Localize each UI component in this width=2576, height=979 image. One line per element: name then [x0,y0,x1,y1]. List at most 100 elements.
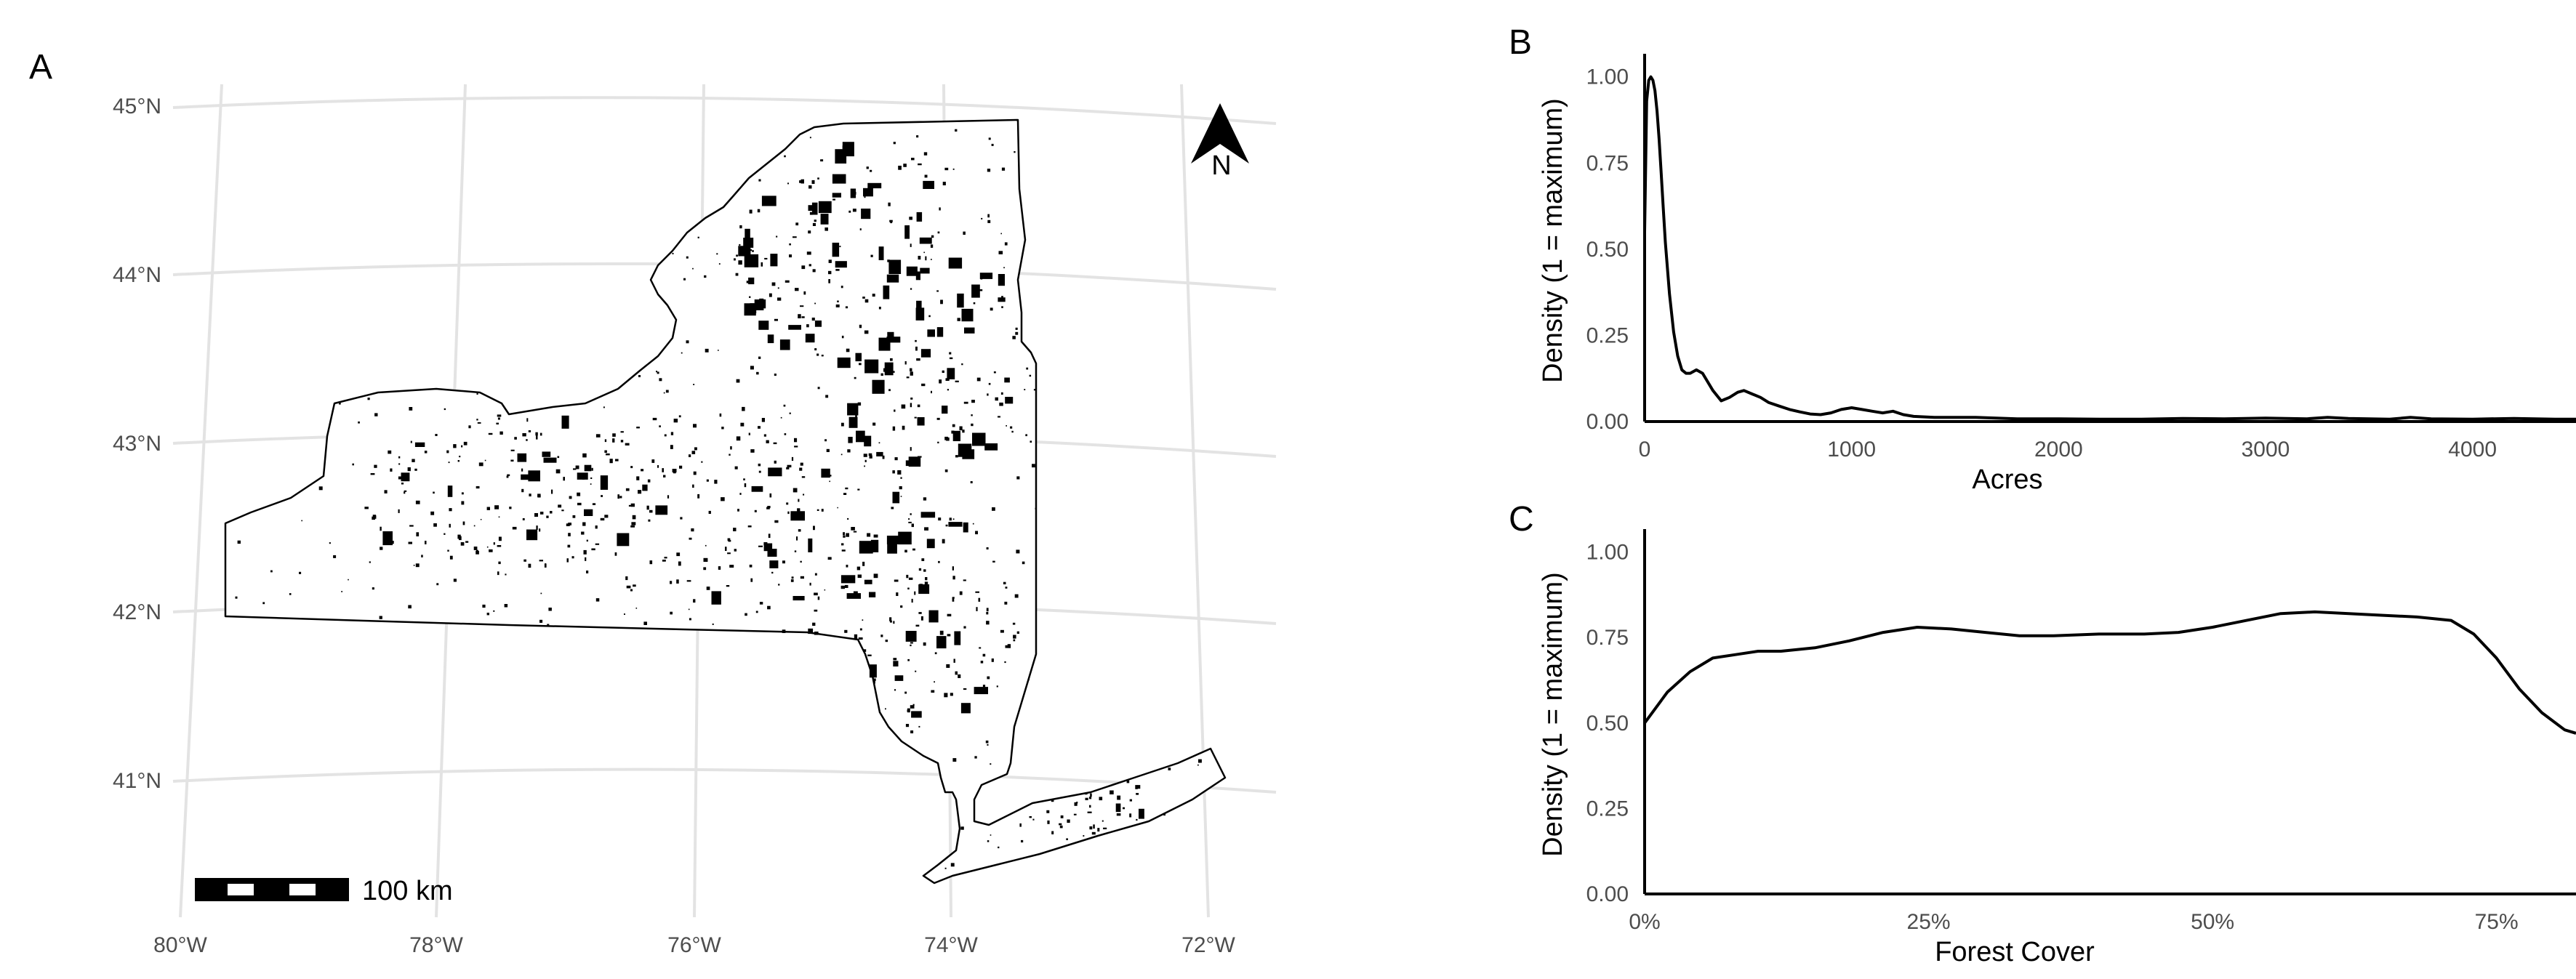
parcel [1060,815,1064,818]
parcel [1129,799,1132,802]
parcel [1032,464,1035,468]
parcel [412,459,415,462]
parcel [825,395,829,398]
parcel [960,703,971,714]
parcel [1006,425,1007,427]
parcel [734,549,737,552]
parcel [744,483,747,488]
parcel [884,362,894,376]
parcel [380,526,382,531]
parcel [526,529,538,541]
parcel [756,371,759,375]
parcel [461,445,463,448]
parcel [1046,810,1050,813]
parcel [854,376,856,379]
parcel [835,304,840,307]
parcel [817,177,819,180]
parcel [1116,813,1121,816]
parcel [488,432,493,435]
parcel [1005,397,1014,404]
parcel [876,451,883,456]
parcel [398,476,401,480]
parcel [924,581,928,585]
parcel [885,708,886,710]
parcel [763,434,766,437]
parcel [990,834,992,836]
parcel [911,158,915,161]
parcel [878,337,891,351]
parcel [497,417,500,420]
parcel [1028,679,1030,680]
parcel [1099,797,1103,801]
parcel [656,371,658,373]
parcel [1117,795,1121,800]
parcel [817,387,820,390]
parcel [446,450,449,454]
parcel [971,284,980,298]
parcel [917,417,925,426]
parcel [521,468,523,472]
parcel [878,442,880,444]
parcel [857,488,860,491]
parcel [944,436,948,440]
parcel [1016,631,1019,634]
parcel [859,228,862,230]
parcel [986,621,990,625]
parcel [459,456,461,458]
parcel [364,507,369,509]
parcel [409,407,413,411]
parcel [862,619,864,621]
parcel [904,361,907,365]
parcel [940,299,943,305]
parcel [705,348,709,352]
parcel [912,704,915,706]
parcel [906,376,910,379]
parcel [891,507,894,509]
parcel [880,634,883,637]
parcel [998,846,1000,849]
parcel [1083,835,1085,837]
parcel [987,214,990,218]
parcel [906,266,918,276]
parcel [563,477,565,481]
parcel [299,571,302,574]
protected-parcels [235,129,1202,869]
parcel [894,409,896,412]
parcel [903,164,907,167]
parcel [601,495,603,497]
parcel [999,402,1003,406]
parcel [998,416,1000,418]
parcel [573,468,577,470]
parcel [693,599,696,603]
parcel [990,307,993,311]
parcel [693,471,697,475]
parcel [872,678,876,681]
parcel [955,455,958,458]
parcel [894,675,904,681]
parcel [689,454,691,457]
parcel [486,613,489,616]
parcel [1136,818,1138,821]
parcel [496,422,499,424]
parcel [987,169,991,172]
y-tick-label: 0.00 [1586,882,1629,906]
parcel [820,214,829,225]
parcel [814,302,816,305]
parcel [808,538,813,552]
parcel [952,566,954,571]
parcel [923,152,928,156]
parcel [872,666,875,669]
parcel [896,592,899,596]
parcel [584,464,592,472]
y-tick-label: 1.00 [1586,65,1629,89]
parcel [886,274,899,283]
parcel [832,193,841,198]
parcel [832,174,846,184]
parcel [972,432,986,446]
parcel [743,478,745,480]
parcel [850,188,856,198]
parcel [952,576,955,580]
parcel [636,476,640,480]
parcel [866,166,869,169]
parcel [910,730,914,733]
